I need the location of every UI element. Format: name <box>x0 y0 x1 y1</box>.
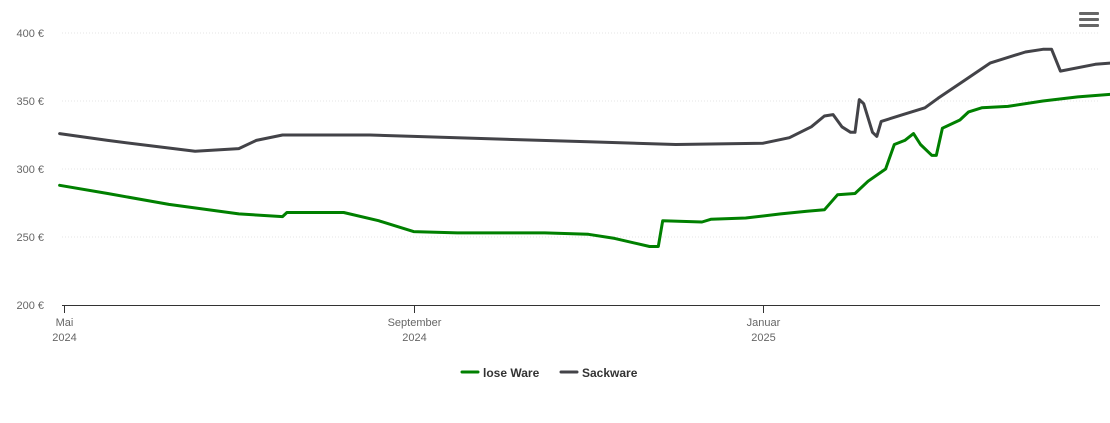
x-tick-label: Januar <box>747 317 781 329</box>
y-tick-label: 200 € <box>16 300 44 312</box>
y-tick-label: 300 € <box>16 164 44 176</box>
series-lines <box>58 47 1110 248</box>
menu-bar-1 <box>1079 12 1099 15</box>
x-tick-year-label: 2024 <box>52 332 76 344</box>
y-axis: 200 € 250 € 300 € 350 € 400 € <box>16 28 44 312</box>
x-tick-label: September <box>388 317 442 329</box>
series-line-sackware <box>58 47 1110 153</box>
x-axis: Mai 2024 September 2024 Januar 2025 <box>52 305 1100 344</box>
grid-lines <box>62 32 1100 238</box>
menu-bar-3 <box>1079 24 1099 27</box>
y-tick-label: 350 € <box>16 96 44 108</box>
menu-bar-2 <box>1079 18 1099 21</box>
y-tick-label: 400 € <box>16 28 44 40</box>
x-tick-year-label: 2025 <box>751 332 775 344</box>
legend-item-label: lose Ware <box>483 366 540 380</box>
hamburger-menu-icon[interactable] <box>1078 12 1100 32</box>
series-line-lose-ware <box>58 92 1110 248</box>
x-tick-year-label: 2024 <box>402 332 426 344</box>
legend: lose Ware Sackware <box>460 366 638 380</box>
y-tick-label: 250 € <box>16 232 44 244</box>
legend-item-label: Sackware <box>582 366 638 380</box>
x-tick-label: Mai <box>56 317 74 329</box>
